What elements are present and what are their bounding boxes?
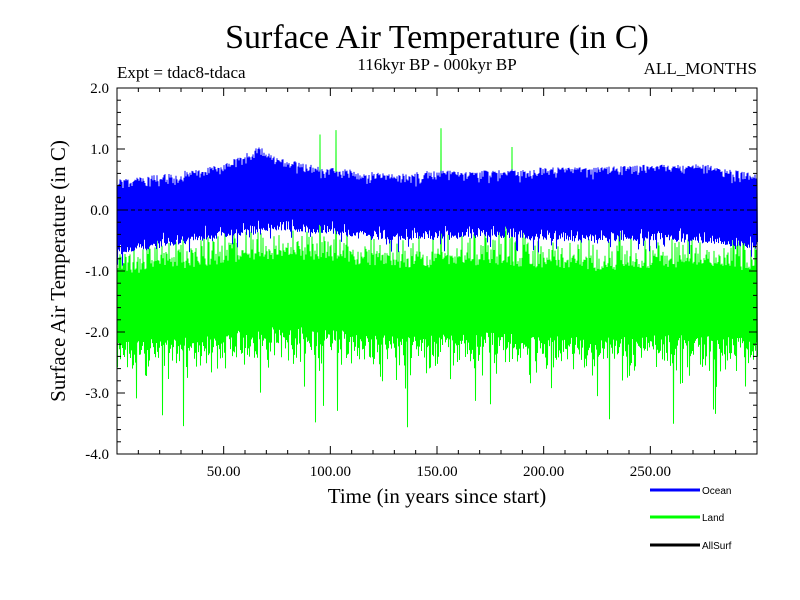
ocean-series (116, 147, 758, 266)
chart-title: Surface Air Temperature (in C) (225, 19, 649, 56)
land-line (116, 128, 758, 428)
legend-label-allsurf: AllSurf (702, 541, 732, 552)
y-tick-label: -4.0 (85, 447, 109, 463)
axis-tick-labels: -4.0 -3.0 -2.0 -1.0 0.0 1.0 2.0 50.00 100.00 150.… (85, 81, 671, 480)
period-label: 116kyr BP - 000kyr BP (357, 55, 516, 74)
x-tick-label: 100.00 (310, 464, 351, 480)
x-tick-label: 150.00 (416, 464, 457, 480)
x-tick-label: 200.00 (523, 464, 564, 480)
axis-ticks (117, 87, 757, 455)
x-tick-label: 250.00 (630, 464, 671, 480)
y-axis-label: Surface Air Temperature (in C) (46, 140, 70, 402)
legend-label-ocean: Ocean (702, 486, 731, 497)
x-tick-label: 50.00 (207, 464, 241, 480)
y-tick-label: -3.0 (85, 386, 109, 402)
plot-area (116, 128, 758, 428)
y-tick-label: 1.0 (90, 142, 109, 158)
ocean-line (116, 147, 758, 266)
y-tick-label: -1.0 (85, 264, 109, 280)
experiment-label: Expt = tdac8-tdaca (117, 63, 246, 82)
land-series (116, 128, 758, 428)
y-tick-label: 2.0 (90, 81, 109, 97)
y-tick-label: -2.0 (85, 325, 109, 341)
legend: Ocean Land AllSurf (650, 486, 732, 552)
x-axis-label: Time (in years since start) (328, 484, 547, 508)
y-tick-label: 0.0 (90, 203, 109, 219)
months-label: ALL_MONTHS (644, 59, 757, 78)
legend-label-land: Land (702, 513, 724, 524)
